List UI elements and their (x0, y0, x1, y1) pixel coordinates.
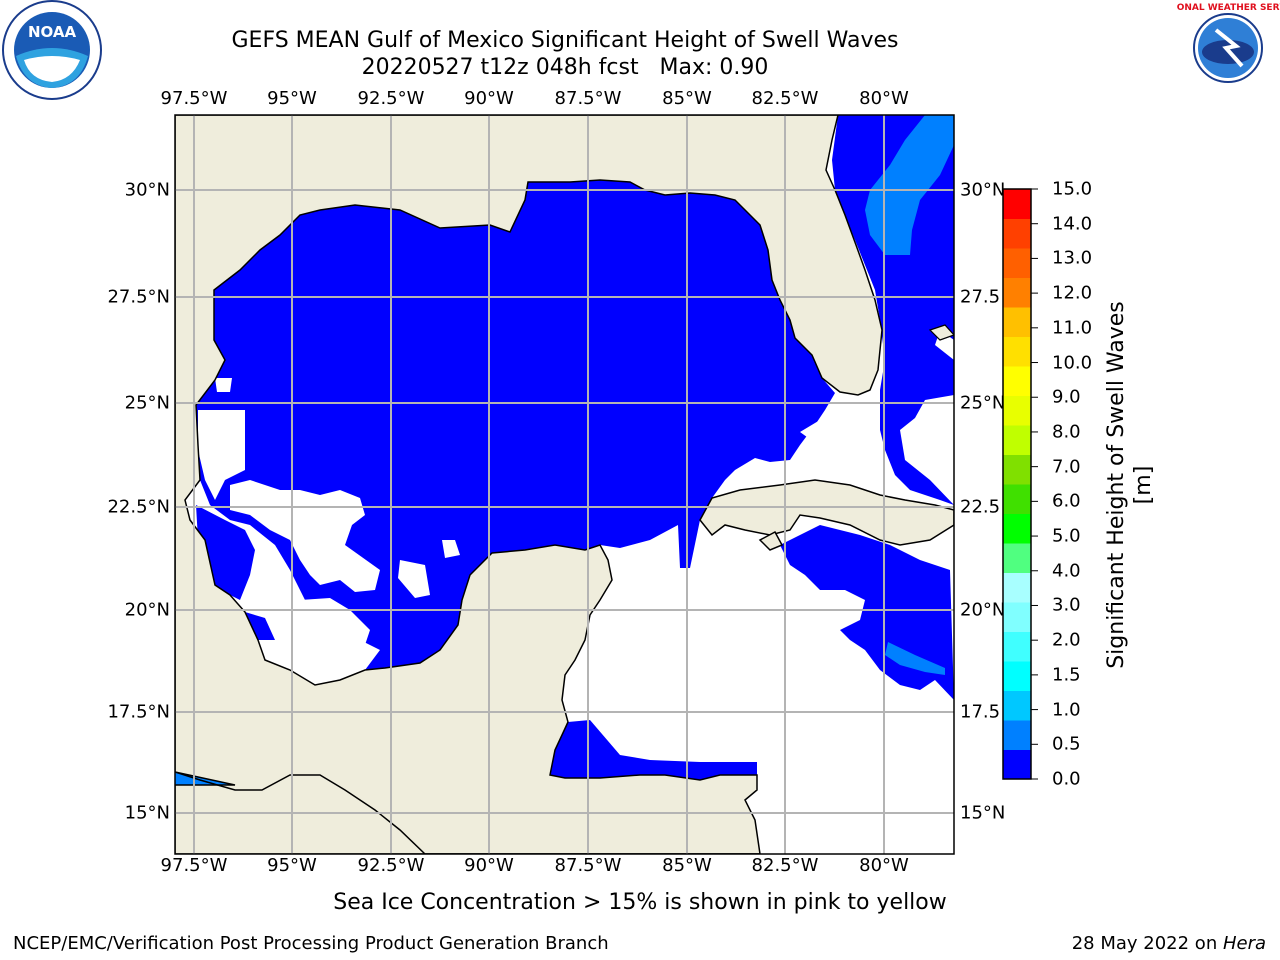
graticule (175, 115, 954, 854)
colorbar-tick-label: 3.0 (1052, 594, 1081, 616)
lon-tick-top: 80°W (859, 88, 909, 109)
colorbar (1002, 188, 1038, 780)
colorbar-band (1003, 572, 1031, 603)
lat-tick-left: 27.5°N (107, 286, 170, 308)
colorbar-band (1003, 336, 1031, 367)
lat-tick-right: 27.5 (960, 286, 1001, 308)
colorbar-band (1003, 690, 1031, 721)
lon-tick-bottom: 80°W (859, 855, 909, 876)
colorbar-band (1003, 395, 1031, 426)
colorbar-band (1003, 307, 1031, 337)
lon-tick-bottom: 92.5°W (357, 855, 425, 876)
colorbar-band (1003, 720, 1031, 750)
map-frame (174, 114, 955, 855)
lon-tick-top: 87.5°W (554, 88, 622, 109)
colorbar-tick-label: 12.0 (1052, 282, 1093, 304)
lon-tick-bottom: 85°W (662, 855, 712, 876)
lat-tick-left: 25°N (124, 392, 170, 414)
pacific-coastline (175, 771, 760, 854)
noaa-logo-icon: NOAA (2, 0, 102, 100)
colorbar-tick-label: 13.0 (1052, 247, 1093, 269)
lon-tick-bottom: 87.5°W (554, 855, 622, 876)
chart-subtitle: 20220527 t12z 048h fcst Max: 0.90 (361, 55, 769, 80)
lat-tick-left: 22.5°N (107, 496, 170, 518)
colorbar-band (1003, 513, 1031, 544)
colorbar-band (1003, 248, 1031, 278)
colorbar-tick-label: 6.0 (1052, 490, 1081, 512)
lat-tick-left: 20°N (124, 599, 170, 621)
colorbar-band (1003, 661, 1031, 691)
lat-tick-right: 17.5 (960, 701, 1001, 723)
land-cuba (699, 479, 954, 546)
colorbar-tick-label: 4.0 (1052, 560, 1081, 582)
lat-tick-right: 15°N (960, 802, 1006, 824)
swell-field-0-0.5 (196, 115, 954, 780)
svg-text:NATIONAL WEATHER SERVICE: NATIONAL WEATHER SERVICE (1176, 3, 1280, 13)
colorbar-tick-label: 9.0 (1052, 386, 1081, 408)
footer-date: 28 May 2022 on Hera (1071, 933, 1266, 954)
colorbar-tick-label: 14.0 (1052, 213, 1093, 235)
lat-tick-left: 17.5°N (107, 701, 170, 723)
colorbar-tick-label: 15.0 (1052, 178, 1093, 200)
lon-tick-top: 95°W (267, 88, 317, 109)
colorbar-tick-label: 5.0 (1052, 525, 1081, 547)
lat-tick-right: 25°N (960, 392, 1006, 414)
colorbar-band (1003, 631, 1031, 662)
colorbar-band (1003, 749, 1031, 780)
lon-tick-top: 82.5°W (751, 88, 819, 109)
lon-tick-top: 90°W (464, 88, 514, 109)
colorbar-band (1003, 543, 1031, 573)
lat-tick-right: 30°N (960, 179, 1006, 201)
colorbar-band (1003, 277, 1031, 308)
colorbar-band (1003, 484, 1031, 514)
footer-host: Hera (1222, 933, 1266, 954)
sea-ice-caption: Sea Ice Concentration > 15% is shown in … (333, 890, 947, 915)
land-bahamas (928, 324, 954, 341)
colorbar-band (1003, 454, 1031, 485)
colorbar-tick-label: 0.0 (1052, 768, 1081, 790)
lon-tick-bottom: 82.5°W (751, 855, 819, 876)
lon-tick-top: 92.5°W (357, 88, 425, 109)
noaa-logo-text: NOAA (28, 23, 77, 41)
colorbar-tick-label: 8.0 (1052, 421, 1081, 443)
lon-tick-bottom: 95°W (267, 855, 317, 876)
footer-credit: NCEP/EMC/Verification Post Processing Pr… (13, 933, 609, 954)
lon-tick-bottom: 90°W (464, 855, 514, 876)
colorbar-tick-label: 11.0 (1052, 317, 1093, 339)
colorbar-tick-label: 1.0 (1052, 699, 1081, 721)
lat-tick-right: 20°N (960, 599, 1006, 621)
lon-tick-top: 97.5°W (160, 88, 228, 109)
colorbar-band (1003, 218, 1031, 249)
colorbar-band (1003, 425, 1031, 455)
chart-title: GEFS MEAN Gulf of Mexico Significant Hei… (231, 28, 899, 53)
lon-tick-bottom: 97.5°W (160, 855, 228, 876)
colorbar-band (1003, 366, 1031, 396)
colorbar-tick-label: 2.0 (1052, 629, 1081, 651)
land-isle-of-youth (758, 530, 784, 551)
land-mainland (175, 115, 883, 854)
lat-tick-left: 30°N (124, 179, 170, 201)
colorbar-tick-label: 10.0 (1052, 352, 1093, 374)
colorbar-tick-label: 0.5 (1052, 733, 1081, 755)
lat-tick-left: 15°N (124, 802, 170, 824)
colorbar-band (1003, 602, 1031, 632)
colorbar-label: Significant Height of Swell Waves [m] (1104, 301, 1156, 669)
colorbar-tick-label: 1.5 (1052, 664, 1081, 686)
colorbar-band (1003, 189, 1031, 219)
lat-tick-right: 22.5 (960, 496, 1001, 518)
nws-logo-icon: NATIONAL WEATHER SERVICE (1176, 2, 1280, 94)
colorbar-tick-label: 7.0 (1052, 456, 1081, 478)
lon-tick-top: 85°W (662, 88, 712, 109)
